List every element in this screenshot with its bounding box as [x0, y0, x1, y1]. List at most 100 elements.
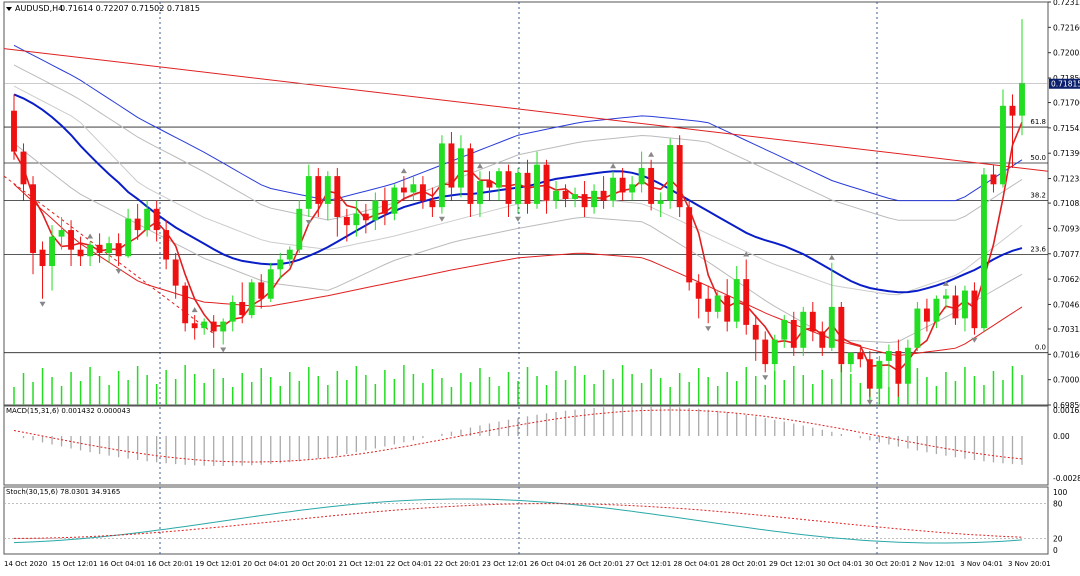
candle-body: [543, 164, 550, 201]
candle-body: [505, 171, 512, 204]
candle-body: [87, 244, 94, 257]
candle-body: [457, 148, 464, 188]
candle-body: [876, 360, 883, 389]
fib-label: 61.8: [1030, 118, 1046, 126]
macd-tick-label: 0.00: [1053, 432, 1070, 441]
candle-body: [324, 176, 331, 204]
candle-body: [923, 308, 930, 322]
candle-body: [191, 323, 198, 329]
candle-body: [828, 306, 835, 348]
y-tick-label: 0.70005: [1053, 376, 1080, 385]
candle-body: [524, 172, 531, 204]
x-tick-label: 28 Oct 20:01: [721, 560, 767, 568]
candle-body: [1000, 105, 1006, 185]
dashed-trendline: [3, 175, 216, 336]
lower-grey-band: [13, 143, 1023, 344]
macd-pane: [3, 405, 1049, 486]
candle-body: [619, 177, 626, 193]
lower-red-envelope: [13, 183, 1023, 357]
candle-body: [752, 324, 759, 340]
candle-body: [800, 311, 807, 348]
candle-body: [1009, 105, 1016, 116]
candle-body: [771, 339, 778, 365]
candle-body: [39, 249, 46, 267]
candle-body: [885, 351, 892, 361]
stoch-tick-label: 0: [1053, 546, 1058, 555]
x-tick-label: 14 Oct 2020: [4, 560, 47, 568]
candle-body: [486, 181, 493, 188]
x-tick-label: 3 Nov 04:01: [960, 560, 1003, 568]
candle-body: [353, 213, 360, 226]
candle-body: [933, 298, 940, 322]
current-price-badge: [1049, 78, 1080, 89]
x-tick-label: 16 Oct 04:01: [100, 560, 146, 568]
candle-body: [201, 321, 208, 329]
candle-body: [210, 321, 217, 332]
candle-body: [857, 352, 864, 360]
candle-body: [419, 184, 426, 201]
ohlc-values: 0.71614 0.72207 0.71502 0.71815: [60, 4, 200, 13]
candle-body: [790, 319, 797, 348]
upper-grey-band: [13, 64, 1023, 221]
candle-body: [49, 236, 55, 267]
fractal-arrow: [515, 216, 521, 222]
y-tick-label: 0.71085: [1053, 199, 1080, 208]
candle-body: [971, 290, 978, 329]
candle-body: [838, 306, 845, 365]
candle-body: [220, 321, 227, 332]
candle-body: [629, 184, 636, 193]
candle-body: [610, 177, 617, 201]
candle-body: [733, 279, 740, 322]
candle-body: [477, 181, 483, 204]
fib-label: 38.2: [1030, 192, 1046, 200]
candle-body: [77, 249, 84, 257]
x-tick-label: 30 Oct 20:01: [865, 560, 911, 568]
candle-body: [248, 282, 255, 316]
candle-body: [125, 218, 132, 257]
stoch-tick-label: 80: [1053, 500, 1063, 509]
y-tick-label: 0.72315: [1053, 0, 1080, 7]
candle-body: [515, 172, 521, 204]
fractal-arrow: [866, 399, 873, 405]
candle-body: [106, 243, 113, 253]
y-tick-label: 0.70315: [1053, 325, 1080, 334]
x-tick-label: 29 Oct 12:01: [769, 560, 815, 568]
candle-body: [990, 174, 997, 185]
candle-body: [305, 176, 312, 209]
candle-body: [819, 331, 826, 348]
current-price-label: 0.71815: [1051, 80, 1080, 89]
candle-body: [182, 285, 189, 324]
candle-body: [362, 213, 369, 221]
candle-body: [572, 194, 579, 200]
x-tick-label: 3 Nov 20:01: [1008, 560, 1051, 568]
candle-body: [496, 171, 502, 188]
x-tick-label: 22 Oct 20:01: [434, 560, 480, 568]
candle-body: [277, 259, 284, 270]
fractal-arrow: [705, 326, 712, 332]
candle-body: [591, 190, 598, 208]
candle-body: [866, 359, 873, 389]
fractal-arrow: [220, 347, 227, 353]
x-tick-label: 22 Oct 04:01: [386, 560, 432, 568]
candle-body: [11, 110, 17, 152]
candle-body: [20, 151, 27, 185]
candle-body: [781, 319, 788, 340]
fractal-arrow: [610, 163, 617, 169]
candle-body: [724, 295, 731, 322]
y-tick-label: 0.69850: [1053, 401, 1080, 410]
candle-body: [562, 190, 569, 200]
candle-body: [657, 200, 664, 204]
chevron-down-icon[interactable]: [6, 7, 12, 11]
x-tick-label: 26 Oct 04:01: [530, 560, 576, 568]
x-tick-label: 27 Oct 12:01: [626, 560, 672, 568]
symbol-title: AUDUSD,H4: [15, 4, 63, 13]
candle-body: [895, 351, 902, 384]
stoch-tick-label: 20: [1053, 534, 1063, 543]
candle-body: [172, 259, 179, 286]
candle-body: [942, 295, 949, 299]
